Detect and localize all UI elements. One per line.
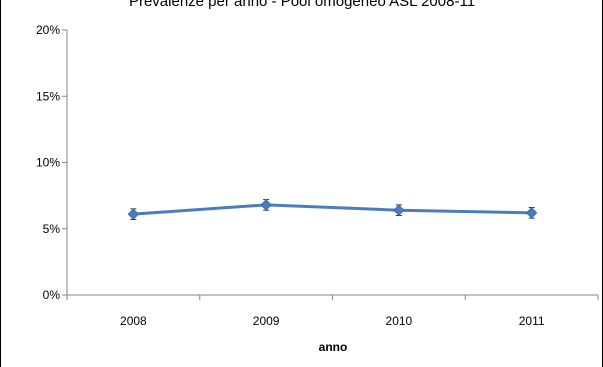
x-axis: 2008 2009 2010 2011 — [66, 294, 599, 328]
x-tick-label: 2009 — [253, 314, 280, 328]
y-tick-label: 10% — [36, 156, 60, 170]
data-point-marker — [525, 207, 538, 219]
x-tick-label: 2010 — [386, 314, 413, 328]
y-tick-label: 0% — [43, 288, 61, 302]
x-axis-title: anno — [319, 340, 348, 354]
data-point-marker — [393, 204, 405, 216]
y-tick-label: 5% — [43, 222, 61, 236]
series-group — [127, 199, 538, 220]
x-tick-label: 2008 — [120, 314, 147, 328]
chart-title: Prevalenze per anno - Pool omogeneo ASL … — [129, 0, 475, 10]
y-tick-label: 15% — [36, 89, 60, 103]
y-tick-label: 20% — [36, 23, 60, 37]
x-tick-label: 2011 — [519, 314, 545, 328]
series-line — [133, 203, 532, 216]
data-point-marker — [127, 208, 140, 220]
y-axis: 0% 5% 10% 15% 20% — [36, 23, 68, 302]
data-point-marker — [260, 199, 272, 211]
